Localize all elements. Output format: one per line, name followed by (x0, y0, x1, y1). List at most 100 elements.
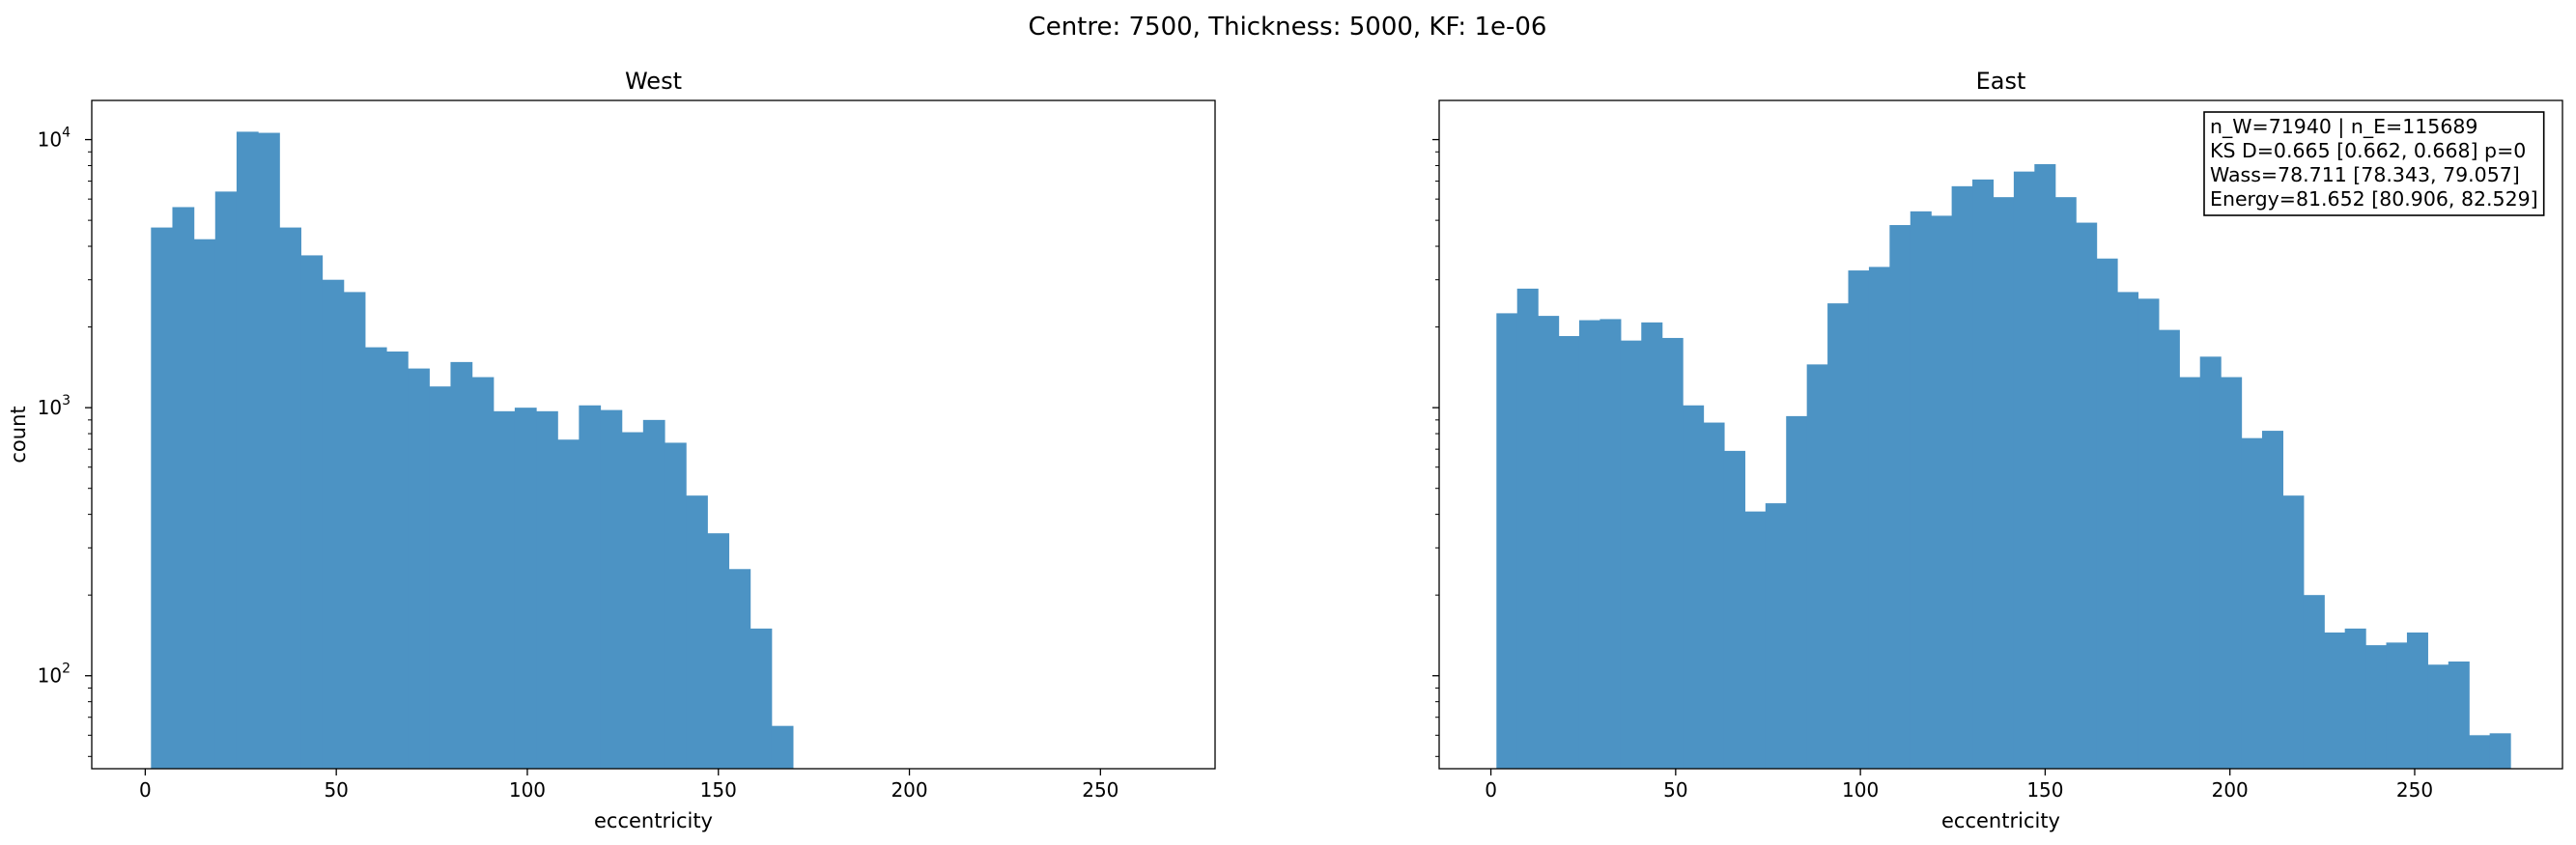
histogram-bar (1827, 303, 1850, 769)
histogram-bar (1786, 415, 1808, 769)
histogram-bar (1641, 322, 1663, 769)
histogram-bar (2489, 733, 2511, 769)
histogram-bar (300, 255, 324, 769)
histogram-bar (279, 227, 301, 769)
histogram-bar (2199, 356, 2222, 769)
histogram-bar (600, 409, 623, 769)
histogram-bar (2096, 258, 2118, 770)
histogram-bar (514, 408, 537, 769)
histogram-bar (2324, 632, 2346, 769)
histogram-bar (2013, 171, 2035, 770)
histogram-bar (1848, 270, 1870, 769)
histogram-bar (1744, 511, 1767, 769)
histogram-bar (2448, 662, 2470, 769)
west-bars (151, 131, 794, 770)
stats-line-wass: Wass=78.711 [78.343, 79.057] (2210, 163, 2520, 186)
histogram-bar (2261, 431, 2283, 769)
histogram-bar (151, 227, 174, 769)
histogram-bar (364, 347, 387, 769)
histogram-bar (1538, 316, 1560, 769)
x-tick-label: 0 (1485, 778, 1497, 802)
histogram-bar (322, 279, 345, 769)
histogram-bar (2179, 377, 2201, 769)
histogram-bar (408, 368, 430, 769)
histogram-bar (1868, 267, 1890, 769)
histogram-bar (2386, 642, 2408, 769)
east-x-axis: 0 50 100 150 200 250 (1485, 769, 2433, 802)
east-y-axis (1432, 138, 1439, 757)
histogram-bar (1558, 335, 1580, 769)
histogram-bar (2117, 292, 2139, 769)
histogram-bar (2076, 222, 2098, 769)
histogram-bar (1765, 503, 1787, 769)
histogram-bar (385, 351, 409, 769)
histogram-bar (728, 569, 751, 769)
histogram-bar (2303, 595, 2325, 769)
histogram-bar (1931, 215, 1953, 770)
y-tick-label: 103 (38, 393, 71, 419)
x-tick-label: 0 (139, 778, 152, 802)
histogram-bar (450, 361, 473, 769)
histogram-bar (2137, 298, 2160, 769)
histogram-bar (707, 533, 730, 769)
stats-line-counts: n_W=71940 | n_E=115689 (2210, 115, 2477, 139)
histogram-bar (1806, 364, 1828, 769)
histogram-bar (1951, 185, 1973, 769)
histogram-bar (2221, 377, 2243, 769)
x-tick-label: 250 (2396, 778, 2433, 802)
histogram-bar (2344, 628, 2366, 769)
histogram-bar (1703, 422, 1725, 769)
histogram-bar (1496, 313, 1518, 769)
west-x-label: eccentricity (594, 809, 713, 832)
histogram-bar (236, 131, 259, 770)
histogram-bar (642, 419, 665, 769)
histogram-bar (1910, 211, 1932, 769)
stats-line-ks: KS D=0.665 [0.662, 0.668] p=0 (2210, 139, 2526, 162)
histogram-bar (1599, 319, 1622, 769)
y-tick-label: 102 (38, 662, 71, 688)
histogram-bar (258, 132, 280, 769)
west-x-axis: 0 50 100 150 200 250 (139, 769, 1118, 802)
histogram-bar (579, 405, 602, 769)
x-tick-label: 50 (324, 778, 348, 802)
histogram-bar (343, 292, 366, 769)
y-tick-label: 104 (38, 126, 71, 152)
east-bars (1496, 163, 2511, 770)
west-title: West (625, 68, 682, 95)
west-panel: West 0 50 100 150 200 250 102 103 104 eccentric… (7, 68, 1216, 832)
histogram-bar (1620, 340, 1642, 769)
histogram-bar (2365, 645, 2388, 769)
histogram-bar (429, 386, 452, 769)
x-tick-label: 100 (509, 778, 546, 802)
histogram-bar (750, 628, 773, 769)
histogram-bar (686, 495, 708, 769)
histogram-bar (2282, 495, 2305, 769)
histogram-bar (214, 191, 238, 769)
histogram-bar (1723, 450, 1745, 769)
histogram-bar (2241, 437, 2263, 769)
histogram-bar (2406, 632, 2428, 769)
histogram-bar (771, 725, 794, 769)
x-tick-label: 200 (891, 778, 927, 802)
histogram-bar (1661, 337, 1684, 769)
histogram-bar (493, 410, 516, 769)
histogram-bar (1683, 405, 1705, 769)
x-tick-label: 250 (1082, 778, 1118, 802)
x-tick-label: 150 (2026, 778, 2063, 802)
histogram-bar (621, 432, 644, 769)
west-y-label: count (7, 406, 30, 463)
east-x-label: eccentricity (1941, 809, 2060, 832)
west-plot-frame (91, 99, 1216, 770)
histogram-bar (193, 239, 216, 769)
x-tick-label: 100 (1842, 778, 1879, 802)
x-tick-label: 50 (1663, 778, 1687, 802)
histogram-bar (2469, 735, 2491, 769)
east-title: East (1976, 68, 2026, 95)
west-y-axis: 102 103 104 (38, 126, 92, 757)
x-tick-label: 200 (2212, 778, 2249, 802)
figure-title: Centre: 7500, Thickness: 5000, KF: 1e-06 (1029, 13, 1547, 42)
x-tick-label: 150 (700, 778, 737, 802)
histogram-bar (2427, 664, 2449, 769)
histogram-bar (2158, 329, 2180, 769)
